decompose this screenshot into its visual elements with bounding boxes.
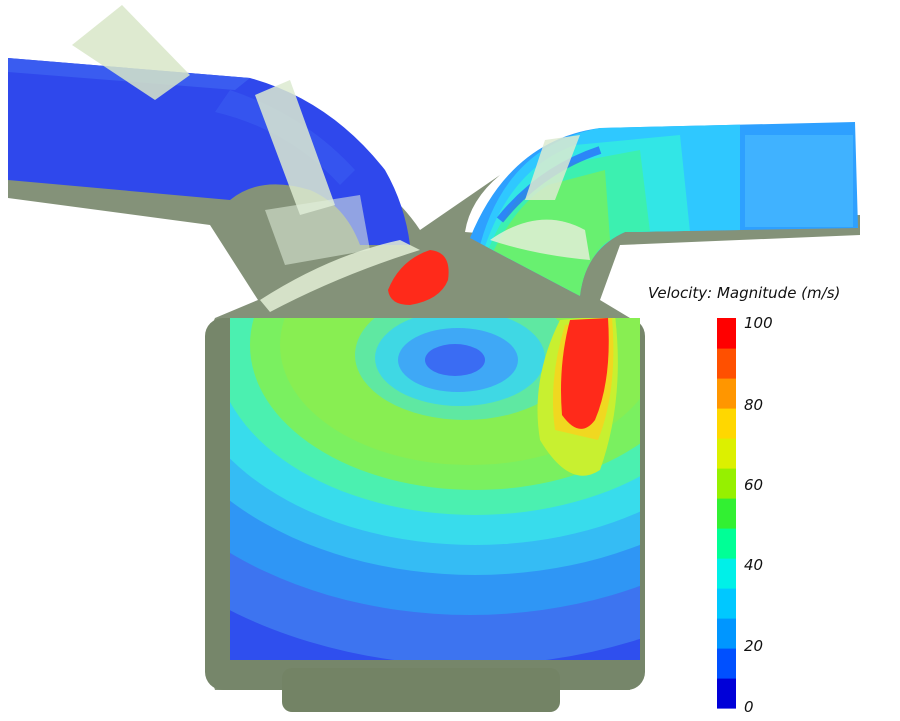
colorbar-segment xyxy=(717,408,736,439)
colorbar-segment xyxy=(717,318,736,349)
cylinder-velocity-field xyxy=(230,318,640,660)
colorbar-segment xyxy=(717,618,736,649)
legend-tick-80: 80 xyxy=(744,396,764,414)
legend-title: Velocity: Magnitude (m/s) xyxy=(648,284,841,302)
colorbar-segment xyxy=(717,678,736,709)
colorbar-segment xyxy=(717,438,736,469)
colorbar-segment xyxy=(717,588,736,619)
colorbar-segment xyxy=(717,468,736,499)
legend-tick-0: 0 xyxy=(744,698,754,716)
legend-tick-100: 100 xyxy=(744,314,773,332)
exhaust-valve xyxy=(490,135,590,260)
colorbar-segment xyxy=(717,378,736,409)
legend-tick-20: 20 xyxy=(744,637,764,655)
intake-jet-high-velocity xyxy=(388,250,449,305)
colorbar-segment xyxy=(717,348,736,379)
legend-tick-40: 40 xyxy=(744,556,764,574)
colorbar-segment xyxy=(717,558,736,589)
legend-tick-60: 60 xyxy=(744,476,764,494)
colorbar-segment xyxy=(717,648,736,679)
legend-colorbar xyxy=(717,318,736,709)
colorbar-segment xyxy=(717,498,736,529)
intake-valve xyxy=(72,5,420,312)
colorbar-segment xyxy=(717,528,736,559)
